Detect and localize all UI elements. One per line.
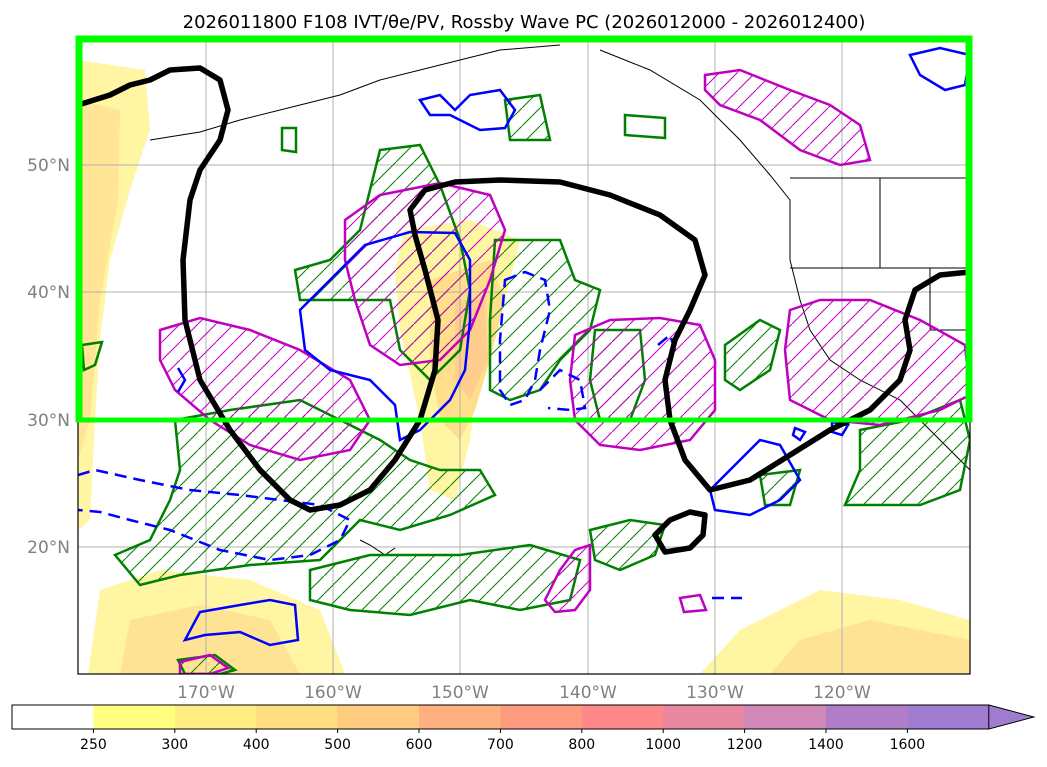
lon-label: 150°W [431, 683, 489, 703]
map-area [78, 38, 970, 674]
colorbar-segment [500, 705, 583, 729]
colorbar-segment [174, 705, 257, 729]
colorbar-tick-label: 1600 [890, 737, 926, 753]
lat-label: 20°N [27, 538, 70, 558]
colorbar-tick-label: 1200 [727, 737, 763, 753]
colorbar-tick-label: 400 [243, 737, 270, 753]
colorbar-segment [581, 705, 664, 729]
colorbar-segment [256, 705, 339, 729]
blue-contours [176, 46, 970, 647]
colorbar-segment [337, 705, 420, 729]
pv-contours [78, 65, 970, 555]
colorbar-tick-label: 800 [568, 737, 595, 753]
colorbar-tick-label: 600 [406, 737, 433, 753]
lat-label: 50°N [27, 156, 70, 176]
lon-label: 160°W [304, 683, 362, 703]
colorbar-segment [907, 705, 990, 729]
lon-axis-labels: 170°W 160°W 150°W 140°W 130°W 120°W [177, 683, 871, 703]
lon-label: 170°W [177, 683, 235, 703]
colorbar-tick-label: 250 [80, 737, 107, 753]
colorbar-segment [744, 705, 827, 729]
lon-label: 140°W [559, 683, 617, 703]
colorbar-segment [93, 705, 176, 729]
colorbar-tick-label: 700 [487, 737, 514, 753]
lat-label: 30°N [27, 411, 70, 431]
lat-label: 40°N [27, 283, 70, 303]
figure-title: 2026011800 F108 IVT/θe/PV, Rossby Wave P… [183, 12, 866, 33]
colorbar-segment [663, 705, 746, 729]
colorbar-tick-label: 500 [324, 737, 351, 753]
colorbar-tick-label: 1000 [645, 737, 681, 753]
colorbar: 250 300 400 500 600 700 800 1000 1200 1400 1600 [11, 704, 1036, 753]
lat-axis-labels: 50°N 40°N 30°N 20°N [27, 156, 70, 558]
lon-label: 120°W [813, 683, 871, 703]
colorbar-segment [12, 705, 94, 729]
colorbar-segment [419, 705, 501, 729]
colorbar-tick-label: 1400 [808, 737, 844, 753]
colorbar-segment [826, 705, 908, 729]
colorbar-tick-label: 300 [161, 737, 188, 753]
magenta-hatched-contours [158, 68, 970, 674]
lon-label: 130°W [686, 683, 744, 703]
colorbar-extend-arrow [988, 704, 1036, 730]
